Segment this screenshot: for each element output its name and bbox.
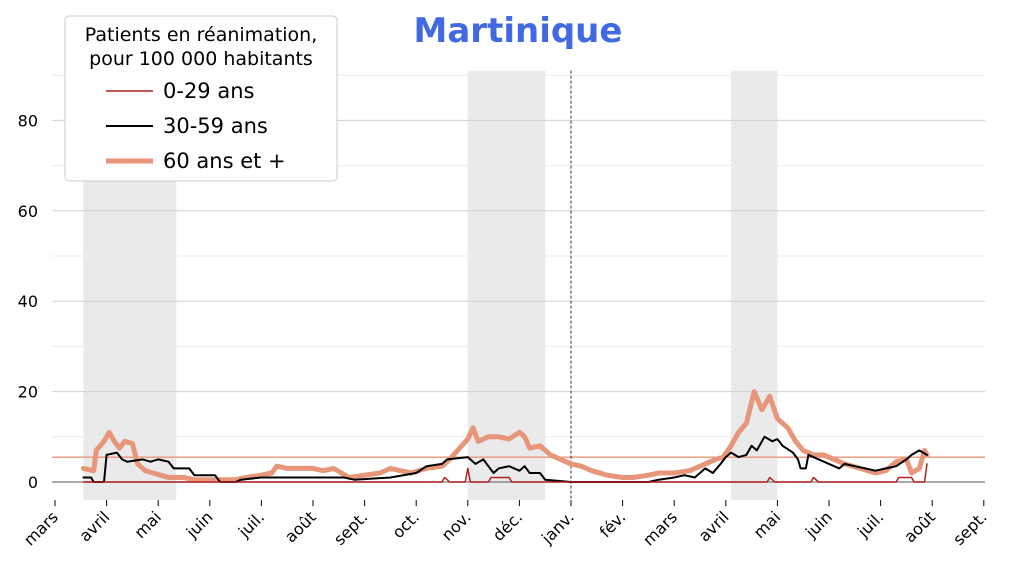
x-tick-label: oct. [388,507,423,542]
x-tick-label: janv. [537,507,578,548]
x-tick-label: sept. [949,507,991,549]
y-tick-label: 40 [18,292,38,311]
x-tick-label: mai [130,507,165,542]
x-tick-label: juin [182,507,217,542]
legend-label-3: 60 ans et + [163,149,286,173]
x-tick-label: nov. [438,507,475,544]
series-line-2 [82,435,928,483]
x-tick-label: fév. [596,507,630,541]
series-line-3 [80,389,930,483]
x-tick-label: mai [750,507,785,542]
shaded-period-1 [467,70,546,501]
x-tick-label: avril [695,507,733,545]
x-tick-label: sept. [330,507,372,549]
legend-title-line: Patients en réanimation, [85,24,318,46]
y-tick-label: 80 [18,111,38,130]
x-tick-label: juil. [853,507,887,541]
x-tick-label: avril [75,507,113,545]
x-tick-label: mars [639,507,681,549]
x-tick-label: mars [20,507,62,549]
legend-box [64,15,338,182]
x-tick-label: août [900,507,939,546]
x-tick-label: juin [801,507,836,542]
x-tick-label: juil. [234,507,268,541]
legend-label-1: 0-29 ans [163,79,254,103]
x-tick-label: déc. [489,507,526,544]
y-tick-label: 20 [18,383,38,402]
x-tick-label: août [281,507,320,546]
chart-title: Martinique [414,11,623,51]
y-tick-label: 60 [18,202,38,221]
legend-title-line: pour 100 000 habitants [89,48,313,70]
y-tick-label: 0 [28,473,38,492]
series-line-1 [82,463,928,483]
legend-label-2: 30-59 ans [163,114,268,138]
legend: Patients en réanimation,pour 100 000 hab… [64,15,338,182]
